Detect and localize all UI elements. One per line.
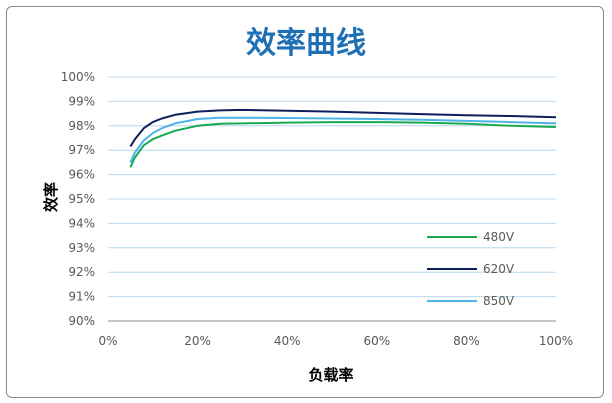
- x-tick-label: 60%: [363, 334, 390, 348]
- y-tick-label: 98%: [68, 119, 95, 133]
- x-tick-label: 40%: [274, 334, 301, 348]
- y-tick-label: 93%: [68, 241, 95, 255]
- chart-frame: [6, 6, 604, 398]
- x-axis-label: 负载率: [308, 366, 353, 384]
- y-tick-label: 90%: [68, 314, 95, 328]
- x-tick-label: 20%: [184, 334, 211, 348]
- y-tick-label: 95%: [68, 192, 95, 206]
- series-lines: [129, 108, 557, 168]
- y-tick-label: 92%: [68, 265, 95, 279]
- y-tick-label: 94%: [68, 216, 95, 230]
- y-tick-label: 99%: [68, 94, 95, 108]
- legend-label: 620V: [483, 262, 515, 276]
- chart-title: 效率曲线: [246, 26, 366, 61]
- legend: 480V 620V 850V: [427, 230, 515, 308]
- series-line-620V: [129, 108, 557, 148]
- y-axis-label: 效率: [42, 182, 60, 212]
- y-tick-label: 91%: [68, 290, 95, 304]
- x-tick-label: 0%: [98, 334, 117, 348]
- x-tick-label: 100%: [539, 334, 573, 348]
- y-tick-label: 100%: [61, 70, 95, 84]
- x-tick-label: 80%: [453, 334, 480, 348]
- legend-label: 480V: [483, 230, 515, 244]
- y-tick-label: 97%: [68, 143, 95, 157]
- legend-label: 850V: [483, 294, 515, 308]
- series-line-480V: [129, 121, 557, 168]
- gridlines: [108, 76, 556, 322]
- y-tick-label: 96%: [68, 168, 95, 182]
- x-tick-labels: 0% 20% 40% 60% 80% 100%: [98, 334, 573, 348]
- series-line-850V: [129, 116, 557, 163]
- y-tick-labels: 90% 91% 92% 93% 94% 95% 96% 97% 98% 99% 100%: [61, 70, 95, 328]
